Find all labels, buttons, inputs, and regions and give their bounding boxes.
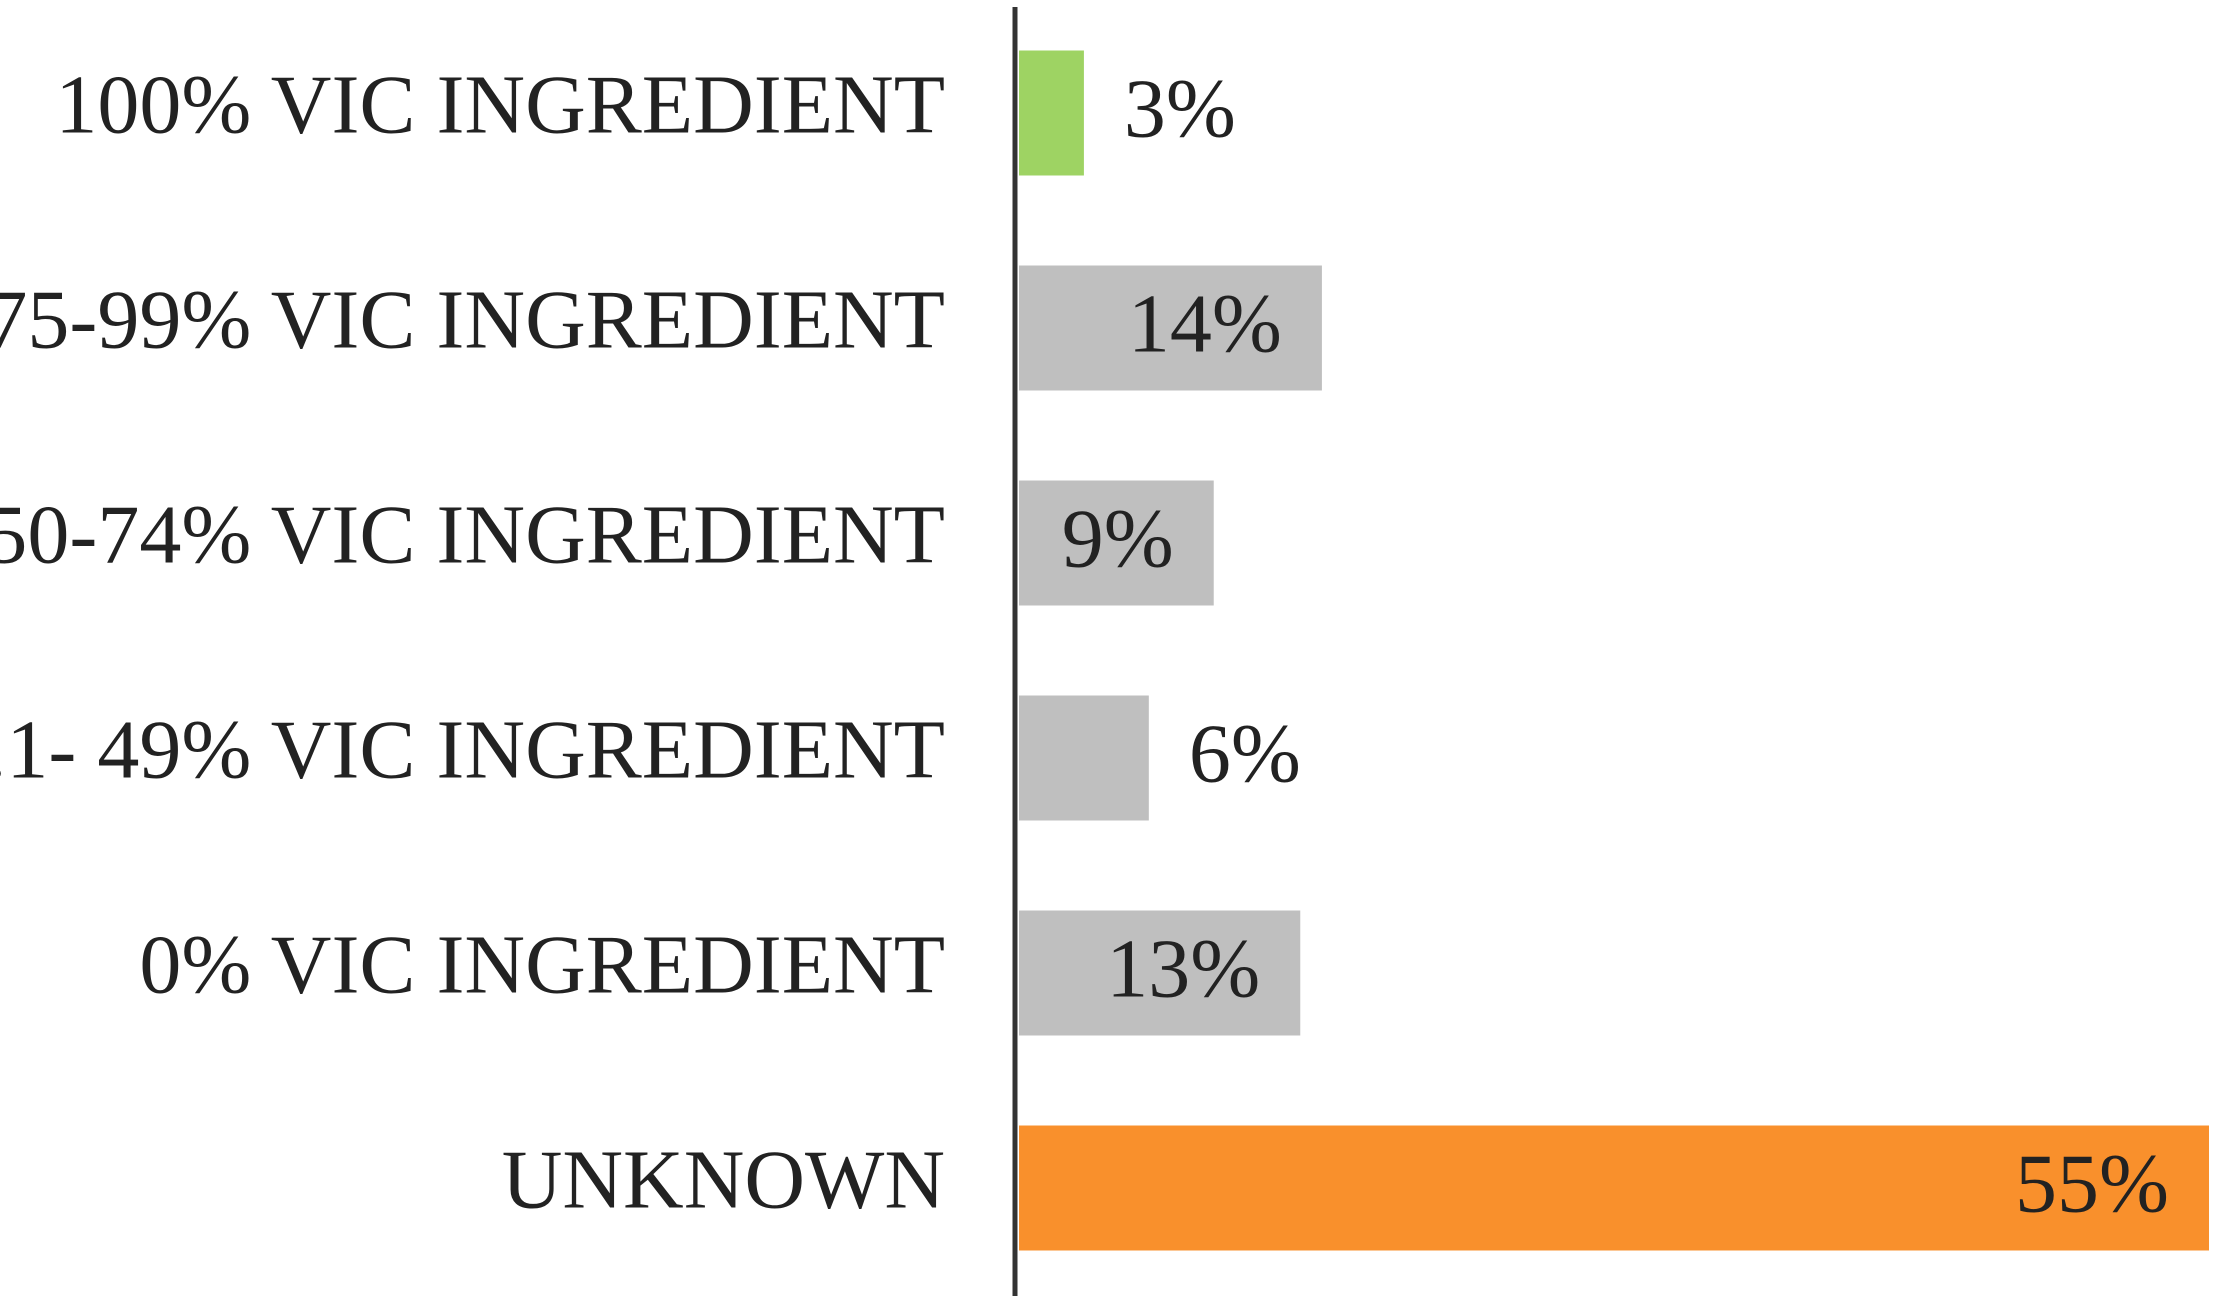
bar	[1019, 910, 1301, 1036]
category-label: 0.1- 49% VIC INGREDIENT	[0, 703, 945, 796]
value-label: 13%	[1106, 922, 1260, 1015]
bar	[1019, 1125, 2209, 1251]
bar	[1019, 50, 1084, 176]
value-label: 6%	[1189, 707, 1301, 800]
category-label: 50-74% VIC INGREDIENT	[0, 488, 945, 581]
category-label: 75-99% VIC INGREDIENT	[0, 273, 945, 366]
category-label: 100% VIC INGREDIENT	[55, 58, 945, 151]
value-label: 3%	[1124, 62, 1236, 155]
value-label: 9%	[1062, 492, 1174, 585]
bar	[1019, 480, 1214, 606]
value-label: 55%	[2015, 1137, 2169, 1230]
value-label: 14%	[1128, 277, 1282, 370]
bar	[1019, 695, 1149, 821]
category-label: 0% VIC INGREDIENT	[139, 918, 945, 1011]
plot-area: 100% VIC INGREDIENT 3% 75-99% VIC INGREDIE…	[0, 50, 2209, 1251]
category-label: UNKNOWN	[502, 1133, 945, 1226]
bar	[1019, 265, 1322, 391]
